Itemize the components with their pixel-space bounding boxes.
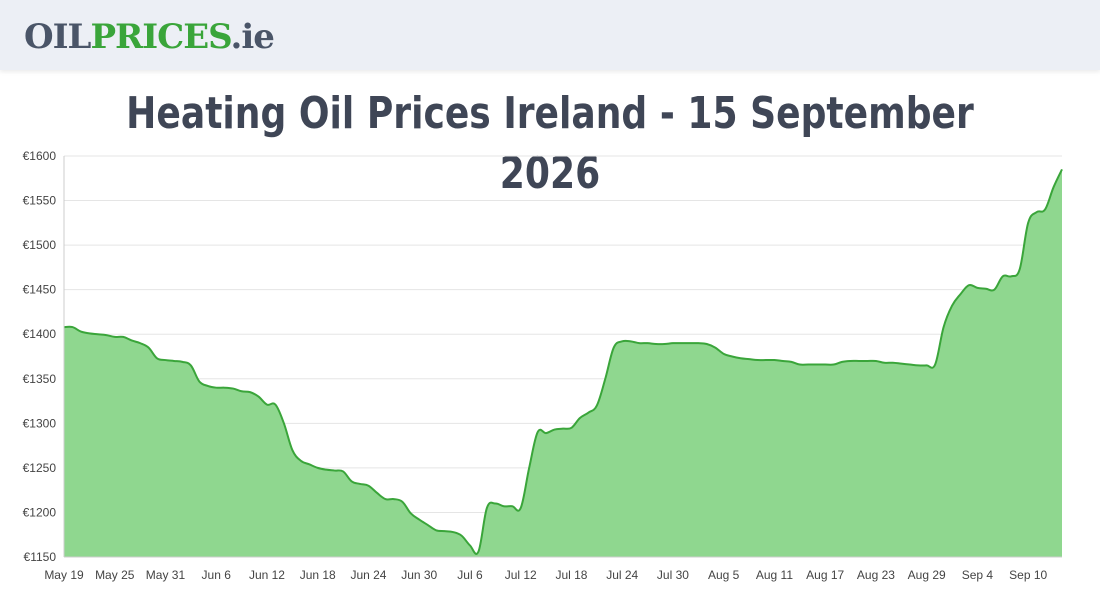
x-tick-label: Aug 23 <box>857 568 895 582</box>
x-tick-label: May 25 <box>95 568 135 582</box>
x-tick-label: Aug 29 <box>908 568 946 582</box>
y-tick-label: €1450 <box>23 283 57 297</box>
x-tick-label: Jun 30 <box>401 568 437 582</box>
x-tick-label: Jul 24 <box>606 568 638 582</box>
price-line <box>63 168 1063 555</box>
x-tick-label: Jul 30 <box>657 568 689 582</box>
x-tick-label: May 19 <box>44 568 84 582</box>
y-tick-label: €1150 <box>24 550 57 564</box>
x-tick-label: Jul 6 <box>457 568 483 582</box>
x-tick-label: Jul 12 <box>505 568 537 582</box>
y-tick-label: €1250 <box>23 461 57 475</box>
x-tick-label: Jun 18 <box>300 568 336 582</box>
x-tick-label: Aug 11 <box>756 568 793 582</box>
site-header: OILPRICES.ie <box>0 0 1100 70</box>
y-tick-label: €1400 <box>23 327 57 341</box>
y-tick-label: €1600 <box>23 149 57 163</box>
y-tick-label: €1500 <box>23 238 57 252</box>
logo-domain: .ie <box>230 17 274 57</box>
x-tick-label: Sep 4 <box>962 568 994 582</box>
logo-prices: PRICES <box>90 17 231 57</box>
x-tick-label: Aug 17 <box>806 568 844 582</box>
x-tick-label: Jun 24 <box>350 568 386 582</box>
y-axis-ticks: €1600 €1550 €1500 €1450 €1400 €1350 €1300 €1250… <box>23 149 57 564</box>
chart-axes <box>63 156 1062 558</box>
page-title: Heating Oil Prices Ireland - 15 Septembe… <box>126 88 974 199</box>
price-area-fill <box>64 169 1062 557</box>
x-axis-ticks: May 19 May 25 May 31 Jun 6 Jun 12 Jun 18 Jun 2… <box>44 568 1047 582</box>
logo-oil: OIL <box>24 17 91 57</box>
chart-area-layer <box>63 168 1063 557</box>
y-tick-label: €1550 <box>23 194 57 208</box>
x-tick-label: Jun 12 <box>249 568 285 582</box>
y-tick-label: €1300 <box>23 416 57 430</box>
x-tick-label: May 31 <box>146 568 186 582</box>
y-tick-label: €1200 <box>23 505 57 519</box>
y-tick-label: €1350 <box>23 372 57 386</box>
x-tick-label: Jun 6 <box>202 568 232 582</box>
x-tick-label: Sep 10 <box>1009 568 1047 582</box>
x-tick-label: Jul 18 <box>555 568 587 582</box>
x-tick-label: Aug 5 <box>708 568 740 582</box>
site-logo[interactable]: OILPRICES.ie <box>24 15 275 59</box>
